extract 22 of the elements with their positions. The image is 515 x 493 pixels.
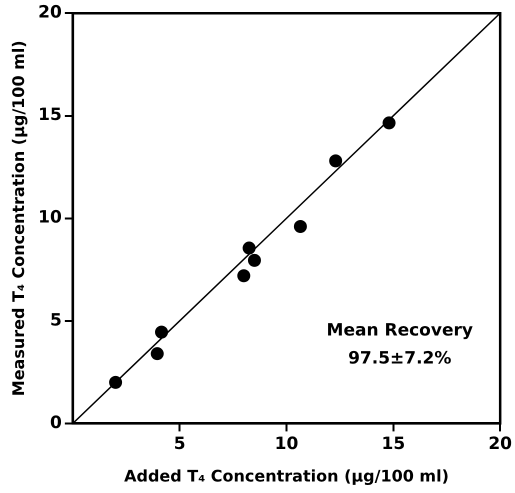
point xyxy=(329,154,342,168)
point xyxy=(237,269,250,282)
point xyxy=(242,242,256,255)
annotation: 97.5±7.2% xyxy=(348,348,452,369)
y-axis-title: Measured T₄ Concentration (μg/100 ml) xyxy=(8,40,28,396)
x-axis-title: Added T₄ Concentration (μg/100 ml) xyxy=(124,466,449,486)
x-tick-label: 20 xyxy=(488,434,512,454)
point xyxy=(155,326,168,339)
x-tick-label: 15 xyxy=(382,434,406,454)
point xyxy=(109,376,122,389)
x-tick-label: 10 xyxy=(274,434,299,454)
annotation: Mean Recovery xyxy=(326,320,473,341)
point xyxy=(248,254,261,267)
y-tick-label: 20 xyxy=(38,2,62,23)
y-tick-label: 10 xyxy=(38,208,62,228)
y-tick-label: 0 xyxy=(50,412,62,433)
point xyxy=(382,116,396,130)
point xyxy=(150,347,164,360)
y-tick-label: 15 xyxy=(38,105,62,126)
y-tick-label: 5 xyxy=(50,310,62,330)
x-tick-label: 5 xyxy=(174,434,186,454)
point xyxy=(294,220,307,234)
